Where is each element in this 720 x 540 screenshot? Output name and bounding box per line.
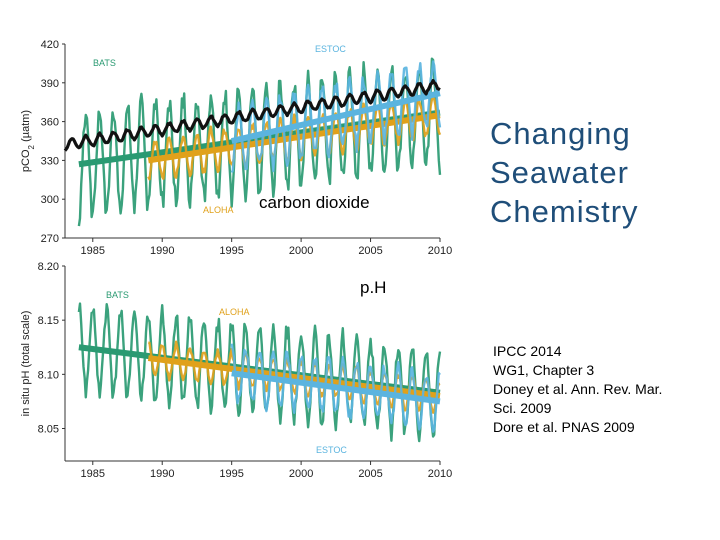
reference-line: IPCC 2014 <box>493 343 562 359</box>
y-tick-label: 8.05 <box>38 424 59 436</box>
y-tick-label: 360 <box>41 117 59 129</box>
series-label-estoc: ESTOC <box>315 44 346 54</box>
y-tick-label: 330 <box>41 155 59 167</box>
trend-line-aloha <box>147 355 441 399</box>
x-tick-label: 2010 <box>428 468 452 480</box>
y-axis-label: in situ pH (total scale) <box>20 311 32 417</box>
ph-caption: p.H <box>360 278 387 297</box>
x-tick-label: 2010 <box>428 245 452 257</box>
x-tick-label: 1990 <box>150 468 174 480</box>
trend-line-estoc <box>231 370 441 405</box>
series-label-bats: BATS <box>106 290 129 300</box>
series-label-estoc: ESTOC <box>316 445 347 455</box>
x-tick-label: 1985 <box>81 245 105 257</box>
reference-line: Dore et al. PNAS 2009 <box>493 419 635 435</box>
series-line-estoc <box>230 60 442 174</box>
series-label-bats: BATS <box>93 58 116 68</box>
series-label-aloha: ALOHA <box>203 205 234 215</box>
y-tick-label: 8.15 <box>38 315 59 327</box>
y-tick-label: 270 <box>41 233 59 245</box>
x-tick-label: 2005 <box>358 468 382 480</box>
y-tick-label: 420 <box>41 39 59 51</box>
x-tick-label: 2000 <box>289 245 313 257</box>
y-axis-label: pCO2 (µatm) <box>20 110 36 172</box>
references: IPCC 2014 WG1, Chapter 3 Doney et al. An… <box>493 342 662 437</box>
title-line: Seawater <box>490 155 629 190</box>
y-tick-label: 390 <box>41 78 59 90</box>
trend-line-estoc <box>230 90 441 144</box>
title-line: Chemistry <box>490 194 639 229</box>
reference-line: Sci. 2009 <box>493 400 552 416</box>
x-tick-label: 1990 <box>150 245 174 257</box>
x-tick-label: 2000 <box>289 468 313 480</box>
y-tick-label: 300 <box>41 194 59 206</box>
x-tick-label: 2005 <box>358 245 382 257</box>
series-line-estoc <box>230 343 441 433</box>
y-tick-label: 8.10 <box>38 369 59 381</box>
x-tick-label: 1985 <box>81 468 105 480</box>
series-line-atmosphere <box>63 78 441 152</box>
x-tick-label: 1995 <box>219 245 243 257</box>
co2-caption: carbon dioxide <box>259 193 370 212</box>
reference-line: Doney et al. Ann. Rev. Mar. <box>493 381 663 397</box>
title-line: Changing <box>490 116 631 151</box>
series-line-aloha <box>148 340 441 414</box>
x-tick-label: 1995 <box>219 468 243 480</box>
reference-line: WG1, Chapter 3 <box>493 362 595 378</box>
slide-title: Changing Seawater Chemistry <box>490 114 690 231</box>
series-label-aloha: ALOHA <box>219 307 250 317</box>
trend-line-aloha <box>147 112 441 164</box>
y-tick-label: 8.20 <box>38 261 59 273</box>
